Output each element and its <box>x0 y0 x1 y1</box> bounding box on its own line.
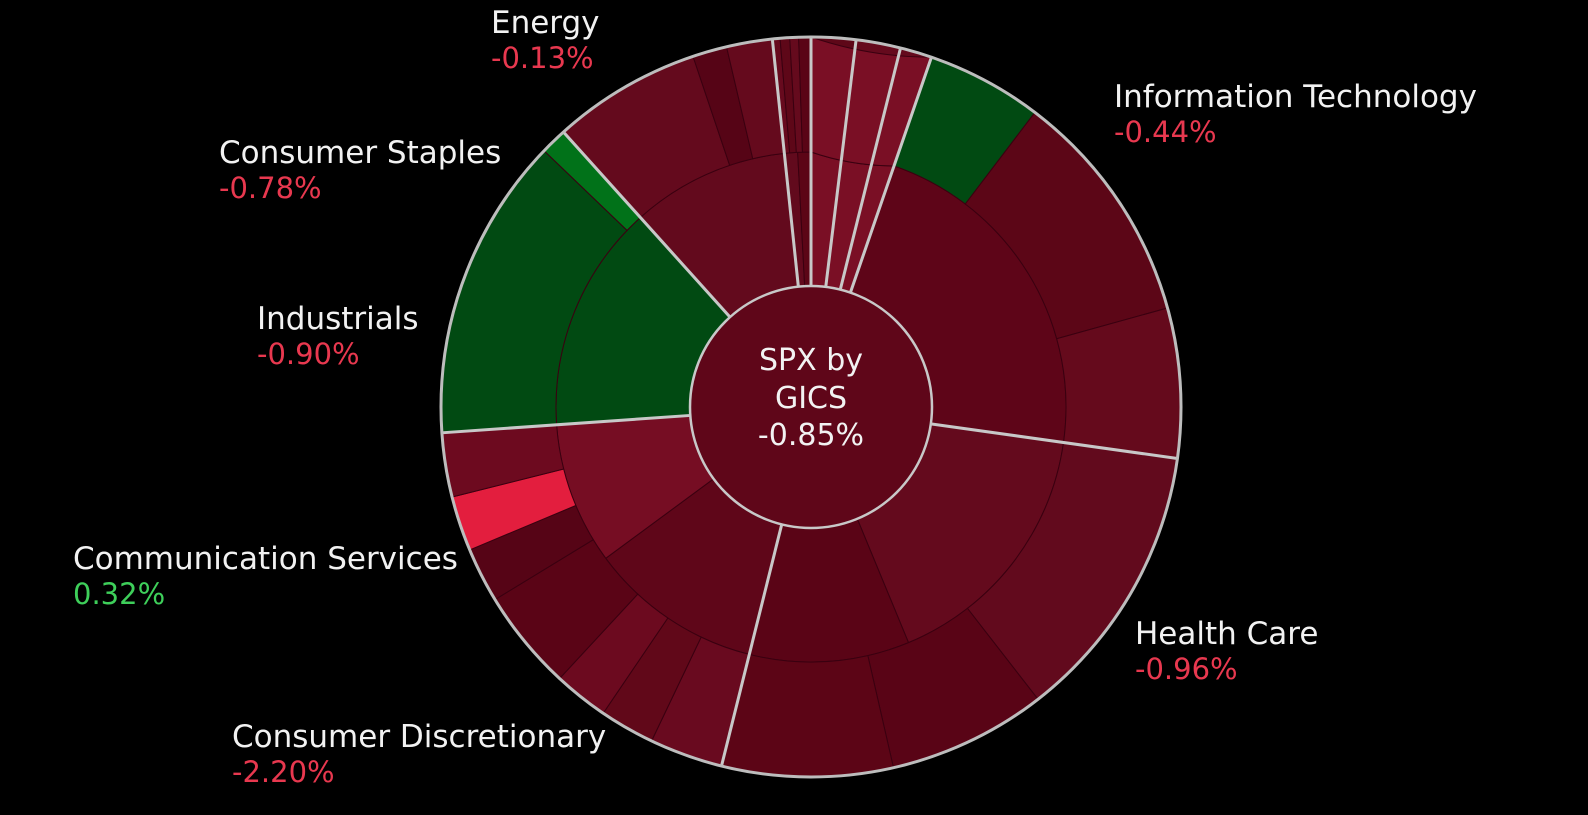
sector-name: Consumer Staples <box>219 135 502 171</box>
sector-label-health-care: Health Care -0.96% <box>1135 616 1319 686</box>
sector-change: 0.32% <box>73 576 166 611</box>
outer-rim <box>439 35 1183 779</box>
sector-change: -0.44% <box>1114 114 1217 149</box>
sector-change: -0.96% <box>1135 651 1238 686</box>
sector-separator <box>930 422 1178 460</box>
center-title-line1: SPX by <box>758 343 864 378</box>
sector-name: Consumer Discretionary <box>232 719 607 755</box>
sector-separator <box>441 413 691 435</box>
sector-label-industrials: Industrials -0.90% <box>257 301 419 371</box>
sector-separator <box>562 131 732 319</box>
sector-separator <box>824 39 858 288</box>
sector-separator <box>848 56 933 294</box>
center-label: SPX by GICS -0.85% <box>711 342 911 455</box>
sector-change: -0.13% <box>491 40 594 75</box>
sector-label-consumer-discretionary: Consumer Discretionary -2.20% <box>232 719 607 789</box>
sector-separator <box>720 524 784 767</box>
sector-name: Health Care <box>1135 616 1319 652</box>
sector-name: Information Technology <box>1114 79 1477 115</box>
sector-change: -2.20% <box>232 754 335 789</box>
sector-label-information-technology: Information Technology -0.44% <box>1114 79 1477 149</box>
sector-label-energy: Energy -0.13% <box>491 5 600 75</box>
center-value: -0.85% <box>757 418 865 453</box>
industry-wedge <box>720 653 895 778</box>
sector-separator <box>770 38 800 287</box>
center-title-line2: GICS <box>774 380 848 416</box>
sector-name: Industrials <box>257 301 419 337</box>
sector-change: -0.78% <box>219 170 322 205</box>
sector-label-communication-services: Communication Services 0.32% <box>73 541 458 611</box>
center-hub <box>688 284 934 530</box>
sector-separators <box>441 37 1178 767</box>
sector-name: Energy <box>491 5 600 41</box>
sector-label-consumer-staples: Consumer Staples -0.78% <box>219 135 502 205</box>
sector-name: Communication Services <box>73 541 458 577</box>
sector-separator <box>838 47 902 290</box>
sector-change: -0.90% <box>257 336 360 371</box>
